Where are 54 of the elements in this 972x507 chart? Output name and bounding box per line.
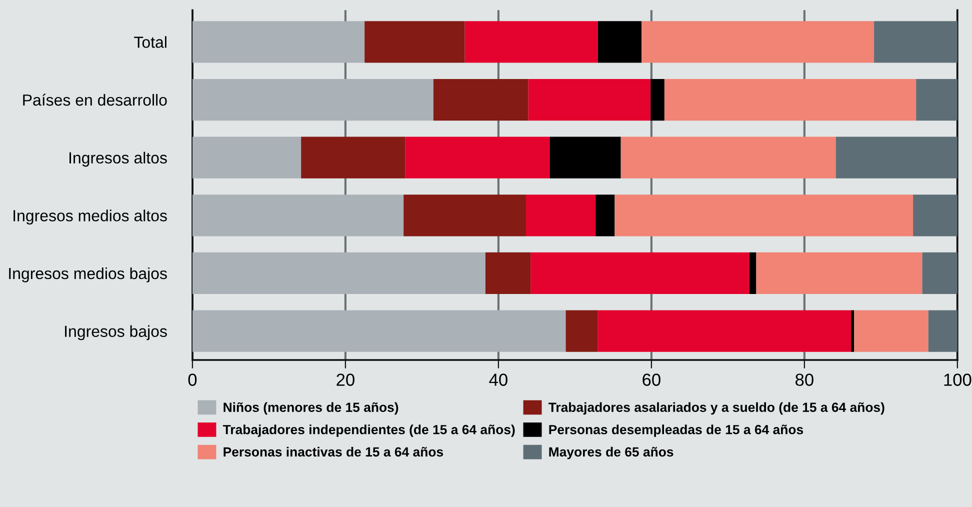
bar: [598, 21, 642, 63]
legend-label: Trabajadores independientes (de 15 a 64 años): [222, 424, 515, 437]
bar: [192, 310, 566, 352]
bar: [928, 310, 958, 352]
x-tick-label: 100: [944, 374, 972, 386]
bar: [596, 194, 615, 236]
bar: [530, 252, 750, 294]
bar: [301, 136, 406, 178]
x-tick-label: 40: [489, 374, 508, 386]
bar: [192, 136, 302, 178]
bar: [405, 136, 550, 178]
bar: [528, 78, 651, 121]
bar: [749, 252, 756, 294]
x-tick-label: 20: [336, 374, 354, 386]
bar: [550, 136, 621, 178]
bar: [404, 194, 526, 236]
bar: [620, 136, 836, 178]
legend-label: Mayores de 65 años: [549, 446, 674, 460]
bar: [614, 194, 914, 236]
bar: [598, 310, 852, 352]
bar: [664, 78, 916, 121]
x-tick-label: 60: [642, 374, 660, 386]
bar: [192, 252, 486, 294]
bar: [874, 21, 958, 63]
bar: [913, 194, 958, 236]
x-tick-label: 80: [796, 374, 814, 386]
bar: [641, 21, 874, 63]
bar: [485, 252, 531, 294]
bar: [836, 136, 958, 178]
legend-label: Niños (menores de 15 años): [224, 402, 398, 415]
bar: [464, 21, 598, 63]
bar: [756, 252, 922, 294]
bar: [433, 78, 528, 121]
bar: [526, 194, 596, 236]
x-tick-label: 0: [188, 374, 197, 386]
y-tick-label: Ingresos bajos: [65, 325, 167, 340]
bar: [566, 310, 598, 352]
legend-label: Personas inactivas de 15 a 64 años: [224, 446, 444, 457]
bar: [851, 310, 854, 352]
bar: [192, 21, 365, 63]
bar: [922, 252, 958, 294]
y-tick-label: Total: [134, 36, 166, 48]
bar: [364, 21, 465, 63]
bar: [650, 78, 664, 121]
bar: [854, 310, 928, 352]
legend-label: Trabajadores asalariados y a sueldo (de 15 a 64 años): [548, 402, 884, 415]
y-tick-label: Ingresos altos: [70, 152, 167, 167]
y-tick-label: Ingresos medios bajos: [9, 267, 167, 282]
bar: [192, 194, 404, 236]
y-tick-label: Ingresos medios altos: [14, 210, 167, 225]
bar: [192, 78, 434, 121]
legend-label: Personas desempleadas de 15 a 64 años: [549, 424, 804, 437]
y-tick-label: Países en desarrollo: [23, 94, 167, 106]
bar: [916, 78, 958, 121]
